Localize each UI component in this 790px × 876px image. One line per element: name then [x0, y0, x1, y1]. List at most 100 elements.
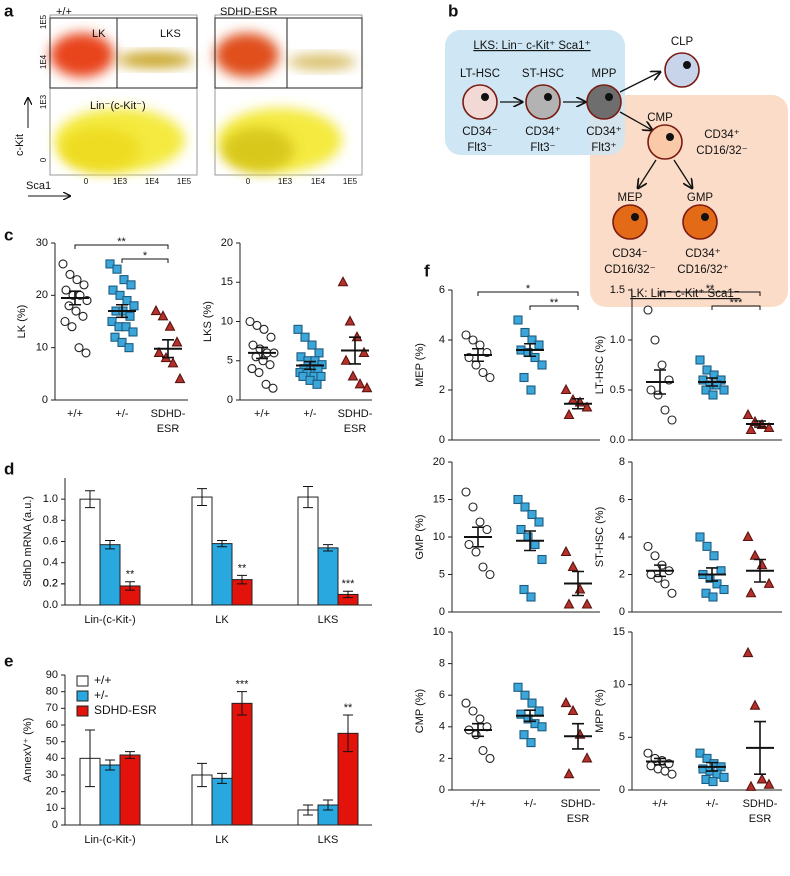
node-label: CMP [647, 112, 673, 124]
point [252, 320, 262, 330]
bar [297, 496, 319, 606]
point [108, 285, 118, 295]
point [526, 738, 536, 748]
panel-label: a [4, 1, 14, 20]
point [667, 415, 677, 425]
x-tick-label: SDHD-ESR [743, 798, 778, 825]
significance-label: *** [342, 578, 356, 590]
point [358, 346, 370, 357]
point [516, 709, 526, 719]
point [293, 324, 303, 334]
node-marker: CD34⁺ [685, 248, 720, 260]
point [745, 780, 757, 791]
x-tick-label: +/+ [470, 798, 486, 810]
point [519, 730, 529, 740]
point [742, 530, 754, 542]
point [709, 551, 719, 561]
y-axis-label: LK (%) [16, 305, 28, 339]
point [464, 539, 474, 550]
sem-bar [524, 530, 536, 552]
sem-bar [116, 303, 128, 319]
point [650, 335, 660, 345]
point [344, 315, 356, 326]
error-bar [303, 804, 313, 816]
point [719, 772, 729, 782]
sem-bar [472, 347, 484, 363]
y-tick-label: 5 [227, 355, 233, 367]
x-tick-label: +/- [523, 798, 536, 810]
point [657, 360, 667, 370]
error-bar [237, 691, 247, 716]
gate [286, 17, 363, 89]
legend-label: +/+ [94, 673, 111, 687]
point [65, 269, 75, 279]
sem-bar [524, 342, 536, 358]
cloud [117, 52, 193, 68]
y-tick-label: 1.0 [610, 334, 625, 346]
y-tick-label: 0.4 [43, 557, 58, 569]
point [112, 264, 122, 274]
y-tick-label: 30 [36, 237, 48, 249]
point [667, 769, 677, 779]
point [81, 348, 91, 358]
x-tick-label: 1E4 [311, 177, 326, 186]
point [79, 280, 89, 290]
point [248, 340, 258, 350]
node-marker: CD16/32⁻ [696, 145, 747, 157]
y-tick-label: 10 [433, 531, 445, 543]
bar [231, 702, 253, 826]
x-tick-label: 1E5 [177, 177, 192, 186]
point [268, 383, 278, 393]
point [513, 494, 523, 505]
point [167, 357, 179, 368]
x-tick-label: LKS [318, 834, 339, 846]
gate-label: LKS [160, 28, 181, 40]
point [567, 560, 579, 572]
error-bar [217, 772, 227, 784]
y-axis-label: MPP (%) [594, 689, 606, 733]
significance-label: *** [730, 297, 744, 309]
point [71, 306, 81, 316]
point [526, 592, 536, 602]
y-tick-label: 0.2 [43, 578, 58, 590]
point [698, 375, 708, 385]
point [128, 327, 138, 337]
y-tick-label: 4 [439, 721, 445, 733]
sem-bar [69, 290, 81, 306]
nucleus [683, 61, 691, 69]
point [763, 577, 775, 588]
y-tick-label: 80 [46, 686, 58, 698]
cell [647, 124, 683, 160]
gate [116, 17, 198, 89]
point [174, 372, 186, 384]
point [742, 408, 754, 420]
gate-label: LK [92, 28, 106, 40]
point [461, 330, 471, 340]
point [67, 322, 77, 332]
node-marker: CD34⁺ [586, 126, 621, 138]
point [756, 773, 768, 784]
nucleus [481, 93, 489, 101]
error-bar [125, 751, 135, 759]
nucleus [605, 93, 613, 101]
sem-bar [572, 570, 584, 597]
panel-label: c [4, 225, 13, 244]
panel-label: e [4, 651, 13, 670]
point [482, 524, 492, 535]
y-tick-label: 90 [46, 669, 58, 681]
point [485, 372, 495, 383]
significance-bracket [711, 305, 761, 310]
point [478, 562, 488, 572]
y-tick-label: 1E5 [39, 14, 48, 29]
point [347, 370, 359, 381]
point [119, 275, 129, 285]
legend-swatch [76, 705, 89, 717]
point [567, 704, 579, 716]
error-bar [125, 581, 135, 591]
significance-bracket [529, 305, 579, 310]
point [513, 315, 523, 325]
y-tick-label: 0 [619, 606, 625, 618]
point [72, 275, 82, 285]
point [749, 549, 761, 560]
